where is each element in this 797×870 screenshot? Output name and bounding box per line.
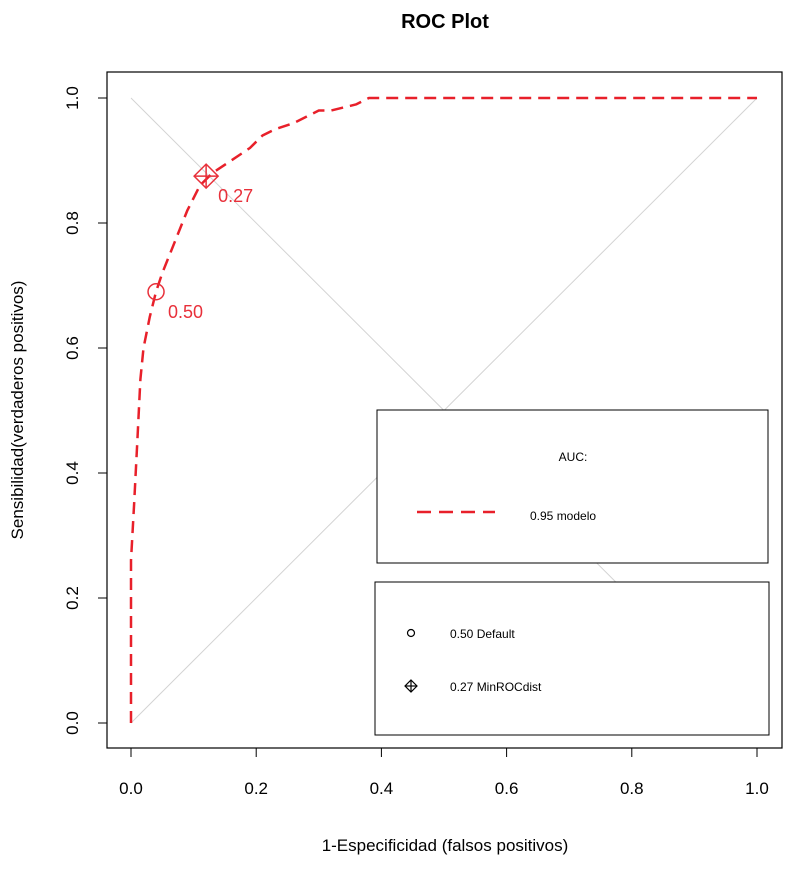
x-axis: 0.0 0.2 0.4 0.6 0.8 1.0 bbox=[119, 747, 769, 798]
y-tick-label: 0.8 bbox=[63, 211, 82, 235]
threshold-label-0: 0.50 bbox=[168, 302, 203, 322]
y-axis: 0.0 0.2 0.4 0.6 0.8 1.0 bbox=[63, 86, 108, 735]
roc-curve-modelo bbox=[129, 96, 757, 723]
threshold-markers: 0.50 0.27 bbox=[147, 163, 253, 322]
roc-curve-layer bbox=[129, 96, 757, 723]
threshold-legend: 0.50 Default 0.27 MinROCdist bbox=[374, 581, 770, 736]
x-axis-title: 1-Especificidad (falsos positivos) bbox=[322, 836, 569, 855]
y-tick-label: 0.2 bbox=[63, 586, 82, 610]
legend-diamond-cross-icon bbox=[404, 679, 418, 693]
legend-circle-icon bbox=[406, 628, 416, 638]
threshold-marker-circle bbox=[147, 283, 165, 301]
x-tick-label: 0.8 bbox=[620, 779, 644, 798]
chart-title: ROC Plot bbox=[401, 11, 489, 33]
threshold-label-1: 0.27 bbox=[218, 186, 253, 206]
y-tick-label: 0.6 bbox=[63, 336, 82, 360]
auc-legend-box bbox=[376, 409, 769, 564]
y-tick-label: 0.0 bbox=[63, 711, 82, 735]
x-tick-label: 1.0 bbox=[745, 779, 769, 798]
y-tick-label: 0.4 bbox=[63, 461, 82, 485]
threshold-marker-diamond-cross bbox=[193, 163, 220, 190]
y-tick-label: 1.0 bbox=[63, 86, 82, 110]
x-tick-label: 0.0 bbox=[119, 779, 143, 798]
y-axis-title: Sensibilidad(verdaderos positivos) bbox=[8, 281, 27, 540]
auc-legend: AUC: 0.95 modelo bbox=[376, 409, 769, 564]
legend-entry-default: 0.50 Default bbox=[450, 627, 515, 641]
x-tick-label: 0.2 bbox=[244, 779, 268, 798]
x-tick-label: 0.4 bbox=[370, 779, 394, 798]
x-tick-label: 0.6 bbox=[495, 779, 519, 798]
auc-legend-entry: 0.95 modelo bbox=[530, 509, 596, 523]
legend-entry-minrocdist: 0.27 MinROCdist bbox=[450, 680, 542, 694]
auc-legend-title: AUC: bbox=[559, 450, 588, 464]
threshold-legend-box bbox=[374, 581, 770, 736]
